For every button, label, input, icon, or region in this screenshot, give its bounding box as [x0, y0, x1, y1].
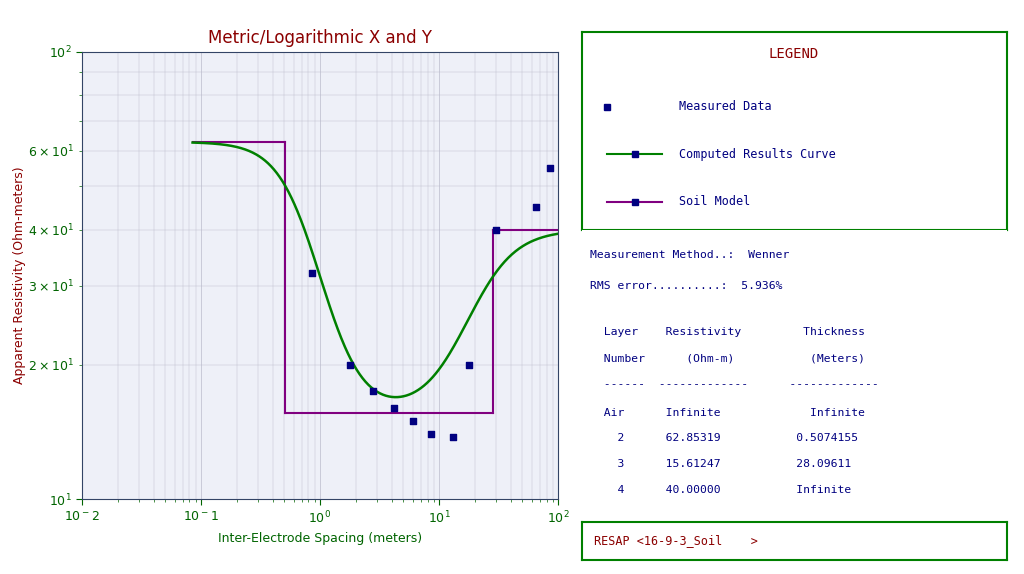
X-axis label: Inter-Electrode Spacing (meters): Inter-Electrode Spacing (meters) — [218, 532, 422, 545]
Text: Measurement Method..:  Wenner: Measurement Method..: Wenner — [590, 250, 790, 259]
Text: 3      15.61247           28.09611: 3 15.61247 28.09611 — [590, 459, 851, 469]
Point — [342, 360, 358, 369]
Y-axis label: Apparent Resistivity (Ohm-meters): Apparent Resistivity (Ohm-meters) — [12, 166, 26, 385]
Text: Measured Data: Measured Data — [679, 100, 772, 113]
Text: Soil Model: Soil Model — [679, 195, 751, 208]
Point — [527, 202, 544, 211]
Text: Computed Results Curve: Computed Results Curve — [679, 148, 837, 161]
Point — [404, 416, 421, 425]
Text: Number      (Ohm-m)           (Meters): Number (Ohm-m) (Meters) — [590, 353, 865, 363]
Point — [444, 432, 461, 441]
Text: RMS error..........:  5.936%: RMS error..........: 5.936% — [590, 281, 782, 291]
Point — [461, 360, 477, 369]
Point — [423, 429, 439, 439]
Text: ------  -------------      -------------: ------ ------------- ------------- — [590, 379, 879, 389]
Text: 2      62.85319           0.5074155: 2 62.85319 0.5074155 — [590, 433, 858, 443]
Text: LEGEND: LEGEND — [769, 48, 819, 61]
Point — [542, 164, 558, 173]
Text: Layer    Resistivity         Thickness: Layer Resistivity Thickness — [590, 327, 865, 337]
Point — [365, 386, 381, 395]
Point — [487, 225, 504, 234]
Text: 4      40.00000           Infinite: 4 40.00000 Infinite — [590, 485, 851, 495]
Title: Metric/Logarithmic X and Y: Metric/Logarithmic X and Y — [208, 29, 432, 47]
Point — [303, 269, 319, 278]
Text: RESAP <16-9-3_Soil    >: RESAP <16-9-3_Soil > — [594, 534, 758, 548]
Point — [386, 404, 402, 413]
Text: Air      Infinite             Infinite: Air Infinite Infinite — [590, 408, 865, 417]
